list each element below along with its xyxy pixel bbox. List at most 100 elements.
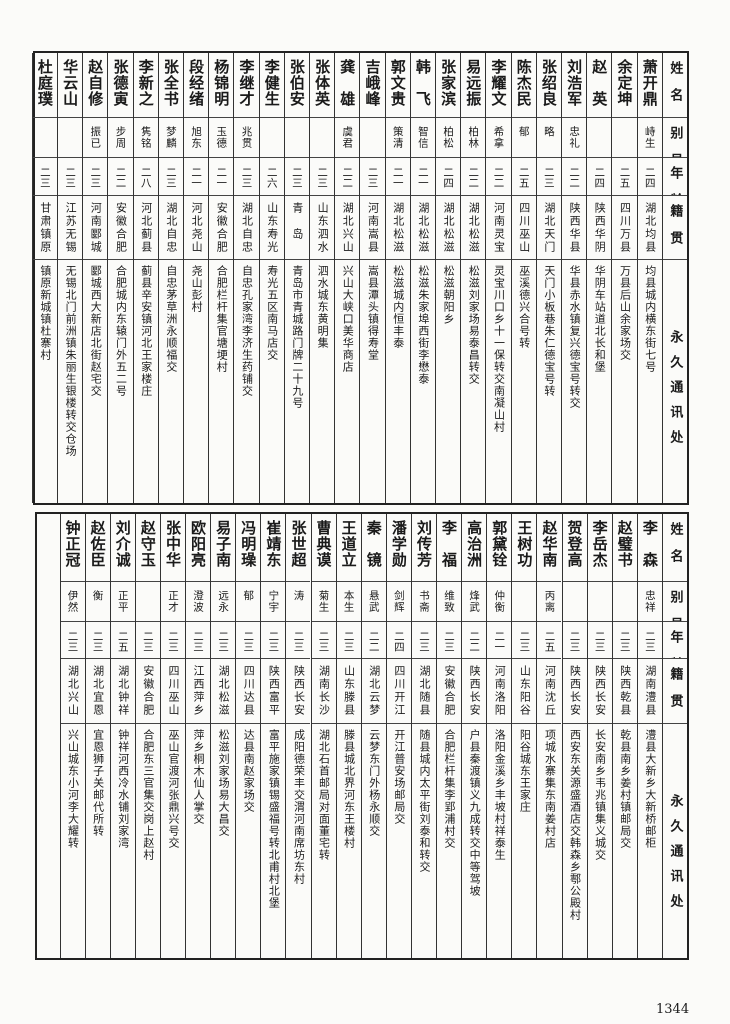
table-cell: 河南沈丘 <box>537 658 562 723</box>
table-cell: 吉峨峰 <box>360 53 384 117</box>
cell-alias: 旭东 <box>190 126 203 149</box>
cell-address: 松滋刘家场易大昌交 <box>217 729 231 837</box>
header-native: 籍贯 <box>667 667 683 721</box>
cell-name: 杨锦明 <box>212 59 231 107</box>
cell-address: 自忠茅草洲永顺福交 <box>164 265 178 373</box>
person-column: 李继才 兆贯 二三 湖北自忠 自忠孔家湾李济生药铺交 <box>233 53 259 503</box>
cell-address: 自忠孔家湾李济生药铺交 <box>240 265 254 397</box>
cell-name: 张家滨 <box>439 59 458 107</box>
table-cell: 合肥城内东辕门外五二号 <box>108 259 133 503</box>
cell-address: 兴山城东小河李大耀转 <box>66 729 80 849</box>
table-cell: 湖南长沙 <box>311 658 336 723</box>
cell-name: 龚 雄 <box>338 59 357 107</box>
cell-alias: 柏林 <box>467 126 480 149</box>
cell-native: 四川达县 <box>242 665 256 717</box>
table-cell: 柏松 <box>436 117 461 157</box>
cell-native: 陕西富平 <box>267 665 281 717</box>
table-cell: 镇原新城镇杜寨村 <box>32 259 57 503</box>
table-cell: 滕县城北界河东王楼村 <box>336 723 361 958</box>
table-cell: 二三 <box>58 157 83 195</box>
cell-age: 二四 <box>392 631 405 652</box>
table-cell: 无锡北门前洲镇朱丽生银楼转交仓场 <box>58 259 83 503</box>
table-cell: 李新之 <box>134 53 158 117</box>
table-cell: 河南嵩县 <box>360 195 385 259</box>
cell-name: 赵守玉 <box>138 520 157 568</box>
cell-name: 华云山 <box>61 59 80 107</box>
header-cell: 别号 <box>662 581 687 621</box>
cell-native: 青 岛 <box>290 202 304 241</box>
person-column: 杜庭璞 二三 甘肃镇原 镇原新城镇杜寨村 <box>31 53 57 503</box>
cell-alias: 峙生 <box>643 126 656 149</box>
person-column: 段经绪 旭东 二一 河北尧山 尧山彭村 <box>183 53 209 503</box>
cell-native: 四川巫山 <box>517 202 531 254</box>
table-cell: 湖北随县 <box>411 658 436 723</box>
table-cell: 均县城内横东街七号 <box>637 259 662 503</box>
table-cell: 正平 <box>110 581 135 621</box>
table-cell: 张世超 <box>286 514 310 581</box>
cell-name: 冯明璪 <box>239 520 258 568</box>
table-cell: 山东阳谷 <box>512 658 537 723</box>
cell-native: 湖北均县 <box>643 202 657 254</box>
table-cell: 赵璧书 <box>613 514 637 581</box>
cell-address: 长安南乡韦兆镇集义城交 <box>593 729 607 861</box>
cell-address: 洛阳金溪乡丰坡村祥泰生 <box>493 729 507 861</box>
table-cell: 潘学勋 <box>387 514 411 581</box>
table-cell: 二一 <box>209 157 234 195</box>
table-cell: 湖北松滋 <box>385 195 410 259</box>
table-cell: 宁宇 <box>261 581 286 621</box>
table-cell: 华县赤水镇复兴德宝号转交 <box>562 259 587 503</box>
top-roster-table: 姓名 别号 年龄 籍贯 永久通讯处 萧开鼎 峙生 二四 湖北均县 均县城内横东街七号 余定坤 二五 四川… <box>31 51 689 505</box>
header-cell: 年龄 <box>662 157 687 195</box>
cell-name: 萧开鼎 <box>640 59 659 107</box>
table-cell: 二一 <box>487 621 512 658</box>
person-column: 张伯安 二三青 岛青岛市青城路门牌二十九号 <box>283 53 309 503</box>
table-cell: 忠祥 <box>637 581 662 621</box>
cell-age: 二五 <box>517 167 530 188</box>
cell-native: 湖北松滋 <box>391 202 405 254</box>
cell-age: 二三 <box>568 631 581 652</box>
cell-address: 随县城内太平街刘泰和转交 <box>417 729 431 873</box>
table-cell: 自忠茅草洲永顺福交 <box>158 259 183 503</box>
cell-address: 巫山官渡河张鼎兴号交 <box>166 729 180 849</box>
table-cell: 项城水寨集东南姜村店 <box>537 723 562 958</box>
table-cell: 湖北兴山 <box>335 195 360 259</box>
cell-name: 潘学勋 <box>389 520 408 568</box>
cell-age: 二三 <box>242 631 255 652</box>
table-cell: 松滋刘家场易泰昌转交 <box>461 259 486 503</box>
table-cell: 张德寅 <box>108 53 132 117</box>
table-cell: 二三 <box>612 621 637 658</box>
cell-address: 天门小板巷朱仁德宝号转 <box>542 265 556 397</box>
table-cell: 河北尧山 <box>184 195 209 259</box>
person-column: 赵 英二四 陕西华阴 华阴车站道北长和堡 <box>586 53 612 503</box>
cell-address: 均县城内横东街七号 <box>643 265 657 373</box>
cell-name: 李新之 <box>136 59 155 107</box>
cell-alias: 澄波 <box>192 590 205 613</box>
cell-name: 张伯安 <box>287 59 306 107</box>
table-cell: 烽武 <box>462 581 487 621</box>
table-cell: 青 岛 <box>284 195 309 259</box>
cell-age: 二三 <box>217 631 230 652</box>
table-cell: 刘传芳 <box>412 514 436 581</box>
table-cell: 二二 <box>461 157 486 195</box>
table-cell: 二三 <box>587 621 612 658</box>
cell-native: 湖北松滋 <box>416 202 430 254</box>
person-column: 易子南 远永 二三 湖北松滋 松滋刘家场易大昌交 <box>210 514 236 958</box>
cell-name: 李 福 <box>440 520 459 568</box>
cell-native: 湖南澧县 <box>643 665 657 717</box>
person-column: 赵自修 振已 二三 河南郾城 郾城西大新店北街赵宅交 <box>82 53 108 503</box>
cell-name: 李健生 <box>262 59 281 107</box>
table-cell: 冯明璪 <box>236 514 260 581</box>
cell-age: 二三 <box>38 167 51 188</box>
table-cell: 二三 <box>360 157 385 195</box>
table-cell: 陕西华县 <box>562 195 587 259</box>
cell-native: 湖北自忠 <box>164 202 178 254</box>
table-cell: 天门小板巷朱仁德宝号转 <box>536 259 561 503</box>
person-column: 龚 雄虞君 二二 湖北兴山 兴山大峡口美华商店 <box>334 53 360 503</box>
cell-name: 李继才 <box>237 59 256 107</box>
table-cell: 澧县大新乡大新桥邮柜 <box>637 723 662 958</box>
table-cell: 安徽合肥 <box>108 195 133 259</box>
cell-native: 河南嵩县 <box>366 202 380 254</box>
cell-address: 宜恩狮子关邮代所转 <box>91 729 105 837</box>
table-cell: 郁 <box>511 117 536 157</box>
table-cell: 二三 <box>158 157 183 195</box>
